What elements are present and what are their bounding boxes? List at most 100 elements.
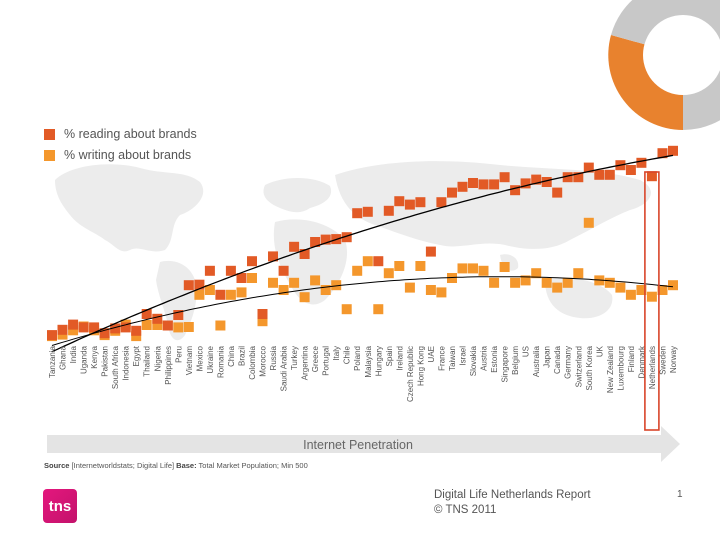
writing-point bbox=[404, 282, 415, 293]
logo-text: tns bbox=[48, 497, 72, 515]
x-tick-label: Russia bbox=[269, 345, 278, 370]
x-tick-label: Malaysia bbox=[364, 345, 373, 377]
writing-point bbox=[604, 277, 615, 288]
reading-point bbox=[489, 179, 500, 190]
reading-point bbox=[57, 324, 68, 335]
highlight-box-netherlands bbox=[644, 171, 660, 431]
reading-point bbox=[162, 320, 173, 331]
x-tick-label: Finland bbox=[627, 346, 636, 372]
x-tick-label: Estonia bbox=[490, 345, 499, 372]
reading-point bbox=[247, 256, 257, 267]
writing-point bbox=[183, 322, 194, 332]
x-tick-label: Vietnam bbox=[185, 346, 194, 376]
reading-point bbox=[636, 157, 647, 168]
reading-point bbox=[310, 237, 321, 247]
reading-point bbox=[110, 323, 121, 334]
x-tick-label: France bbox=[437, 345, 446, 370]
x-tick-label: Ukraine bbox=[206, 345, 215, 373]
writing-point bbox=[141, 320, 152, 330]
reading-point bbox=[646, 171, 657, 182]
base-text: Total Market Population; Min 500 bbox=[196, 461, 308, 470]
writing-point bbox=[331, 280, 342, 291]
reading-point bbox=[278, 265, 289, 276]
x-tick-label: Hong Kong bbox=[416, 346, 425, 386]
x-tick-label: Egypt bbox=[132, 345, 141, 366]
writing-trend-line bbox=[51, 276, 674, 346]
writing-point bbox=[425, 285, 436, 295]
reading-point bbox=[89, 322, 100, 333]
writing-point bbox=[457, 263, 468, 274]
x-tick-label: Ireland bbox=[395, 346, 404, 370]
reading-point bbox=[120, 322, 131, 333]
legend-label-reading: % reading about brands bbox=[64, 127, 197, 141]
reading-point bbox=[383, 205, 394, 216]
x-tick-label: Spain bbox=[385, 346, 394, 366]
x-tick-label: Nigeria bbox=[153, 345, 162, 371]
writing-point bbox=[194, 289, 205, 300]
reading-point bbox=[289, 241, 300, 252]
reading-point bbox=[352, 208, 363, 219]
reading-point bbox=[194, 279, 205, 290]
x-tick-label: Argentina bbox=[301, 345, 310, 380]
reading-point bbox=[541, 177, 552, 187]
reading-point bbox=[99, 328, 110, 339]
x-tick-label: Denmark bbox=[637, 345, 646, 378]
x-tick-label: Australia bbox=[532, 345, 541, 377]
x-tick-label: Slovakia bbox=[469, 345, 478, 376]
legend-item-reading: % reading about brands bbox=[44, 127, 197, 141]
x-tick-label: Uganda bbox=[80, 345, 89, 374]
reading-point bbox=[562, 172, 573, 183]
reading-point bbox=[573, 172, 584, 183]
reading-point bbox=[183, 280, 194, 291]
x-tick-label: Greece bbox=[311, 345, 320, 372]
reading-point bbox=[552, 187, 563, 198]
x-tick-label: UAE bbox=[427, 346, 436, 362]
x-tick-label: India bbox=[69, 345, 78, 363]
reading-point bbox=[531, 174, 542, 185]
footer-report-title: Digital Life Netherlands Report bbox=[434, 489, 591, 501]
writing-point bbox=[625, 289, 636, 300]
page-number: 1 bbox=[677, 489, 683, 500]
writing-point bbox=[204, 285, 215, 295]
arrow-label: Internet Penetration bbox=[303, 438, 413, 452]
x-tick-label: Taiwan bbox=[448, 346, 457, 371]
writing-point bbox=[68, 325, 79, 336]
writing-point bbox=[615, 282, 626, 293]
reading-point bbox=[604, 169, 615, 180]
x-tick-label: Hungary bbox=[374, 346, 383, 376]
reading-point bbox=[204, 265, 215, 276]
writing-point bbox=[383, 268, 394, 279]
x-tick-label: Philippines bbox=[164, 346, 173, 385]
reading-point bbox=[478, 179, 489, 190]
x-tick-label: Thailand bbox=[143, 346, 152, 377]
writing-point bbox=[510, 277, 521, 288]
writing-point bbox=[257, 316, 268, 327]
writing-point bbox=[657, 285, 668, 295]
x-tick-label: Mexico bbox=[195, 345, 204, 371]
writing-point bbox=[225, 289, 236, 300]
legend-swatch-writing bbox=[44, 149, 55, 161]
legend-swatch-reading bbox=[44, 128, 55, 140]
x-tick-label: US bbox=[522, 346, 531, 357]
writing-point bbox=[152, 320, 163, 330]
reading-point bbox=[141, 309, 152, 319]
writing-point bbox=[583, 217, 594, 228]
internet-penetration-arrow: Internet Penetration bbox=[47, 426, 680, 462]
legend-label-writing: % writing about brands bbox=[64, 148, 192, 162]
x-tick-label: Netherlands bbox=[648, 346, 657, 389]
writing-point bbox=[646, 291, 657, 302]
reading-point bbox=[657, 148, 668, 159]
x-tick-label: Singapore bbox=[501, 345, 510, 382]
x-tick-label: Portugal bbox=[322, 346, 331, 376]
tns-logo: tns bbox=[43, 489, 77, 523]
x-tick-label: Turkey bbox=[290, 346, 299, 370]
reading-point bbox=[583, 162, 594, 173]
source-note: Source [Internetworldstats; Digital Life… bbox=[44, 461, 308, 470]
writing-point bbox=[215, 320, 226, 331]
reading-point bbox=[215, 289, 226, 300]
writing-point bbox=[373, 304, 384, 315]
writing-point bbox=[552, 282, 563, 293]
